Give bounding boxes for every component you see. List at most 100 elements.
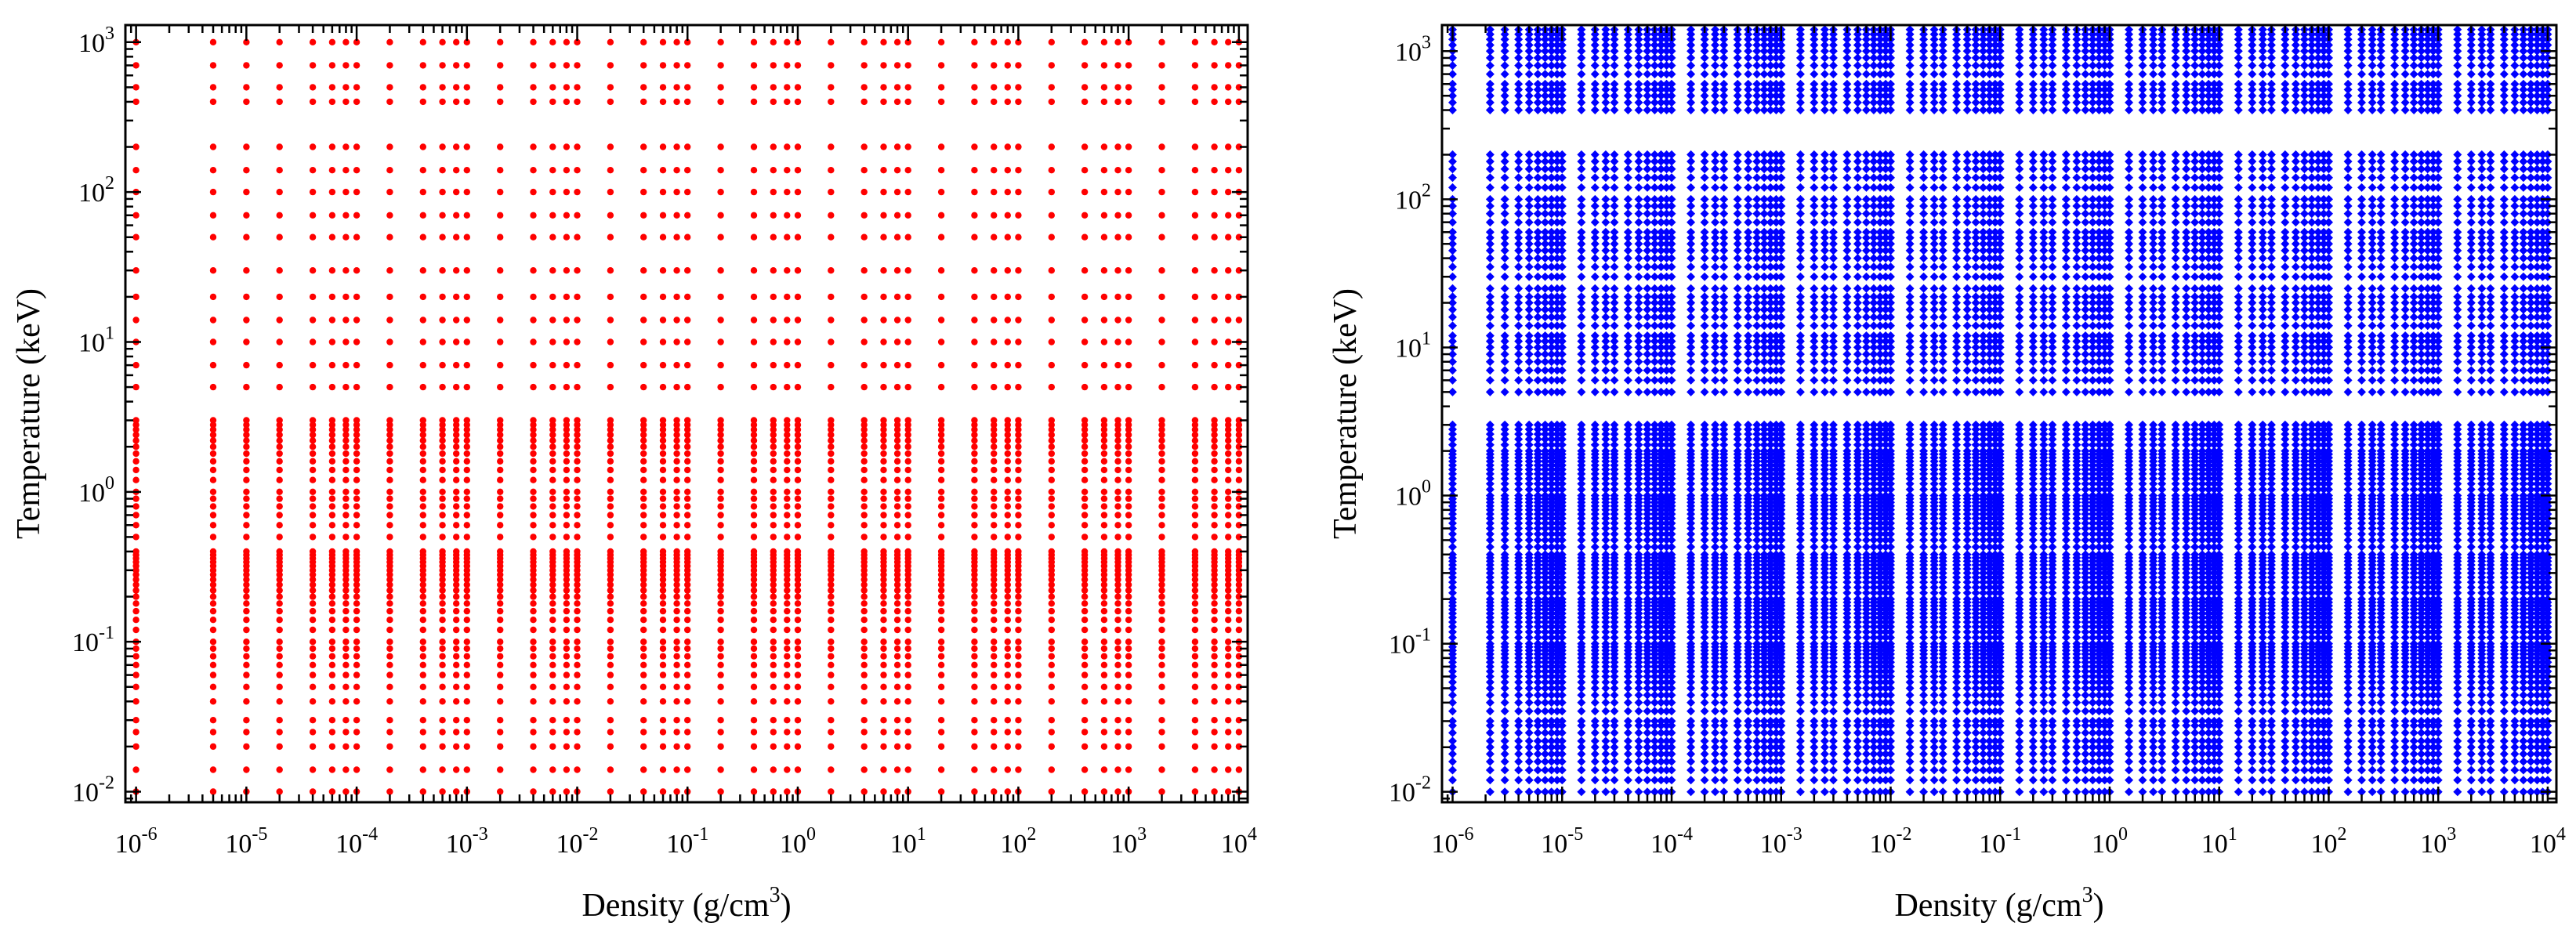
chart1-point (1158, 661, 1165, 668)
chart1-point (659, 534, 667, 541)
chart1-point (1225, 671, 1232, 678)
chart1-point (750, 581, 758, 588)
chart1-point (904, 143, 911, 150)
chart1-point (1015, 512, 1022, 519)
chart1-point (463, 488, 470, 495)
chart1-point (309, 503, 317, 510)
chart2-point (1610, 292, 1619, 302)
chart1-point (640, 338, 647, 345)
chart1-point (1158, 729, 1165, 736)
chart1-point (1211, 98, 1218, 106)
chart1-point (353, 522, 360, 529)
chart2-point (1552, 743, 1562, 752)
chart1-point (309, 534, 317, 541)
chart1-point (880, 587, 887, 594)
chart1-point (937, 98, 945, 106)
chart1-point (328, 421, 336, 429)
chart1-point (828, 431, 835, 439)
chart1-point (684, 293, 691, 301)
chart1-point (937, 683, 945, 690)
chart1-point (209, 417, 217, 424)
chart1-point (574, 600, 581, 607)
chart1-point (673, 98, 680, 106)
chart2-point (1590, 292, 1600, 302)
chart1-point (463, 188, 470, 196)
chart2-point (1541, 233, 1550, 242)
chart2-point (1623, 292, 1632, 302)
chart2-point (1552, 479, 1562, 488)
chart1-point (904, 645, 911, 653)
chart1-point (860, 488, 868, 495)
chart1-point (640, 576, 647, 583)
chart1-point (1048, 167, 1056, 174)
chart1-point (904, 62, 911, 69)
chart2-point (1552, 577, 1562, 587)
chart1-point (794, 576, 802, 583)
chart2-point (1533, 209, 1542, 219)
chart1-point (880, 639, 887, 646)
chart2-point (1514, 233, 1523, 242)
chart1-point (673, 717, 680, 724)
chart1-point (1048, 426, 1056, 433)
chart2-point (1500, 690, 1509, 700)
chart1-point (684, 587, 691, 594)
chart1-point (1004, 293, 1012, 301)
chart1-point (342, 426, 350, 433)
chart2-point (1533, 357, 1542, 367)
chart1-point (419, 98, 426, 106)
chart1-point (717, 788, 724, 795)
chart1-point (563, 671, 571, 678)
chart2-point (1514, 85, 1523, 94)
chart1-point (640, 653, 647, 660)
chart2-point (1541, 150, 1550, 159)
chart2-point (1533, 633, 1542, 642)
chart1-point (276, 383, 283, 391)
chart2-point (1485, 30, 1495, 39)
chart1-point (1114, 495, 1121, 502)
chart1-point (1158, 84, 1165, 91)
chart1-point (1225, 212, 1232, 219)
chart1-point (784, 437, 791, 444)
chart1-point (419, 617, 426, 624)
chart1-point (1225, 62, 1232, 69)
chart1-point (1114, 267, 1121, 274)
chart1-point (1048, 653, 1056, 660)
chart2-point (1448, 469, 1457, 479)
chart2-point (1590, 776, 1600, 785)
chart1-point (386, 431, 393, 439)
chart1-point (1100, 522, 1108, 529)
chart1-point (1191, 212, 1199, 219)
chart1-point (904, 466, 911, 474)
chart2-point (1577, 375, 1586, 385)
chart1-point (549, 645, 556, 653)
chart1-point (1211, 522, 1218, 529)
chart1-point (880, 495, 887, 502)
chart2-point (1643, 707, 1652, 716)
chart2-point (1590, 70, 1600, 79)
chart1-point (971, 62, 978, 69)
chart1-point (419, 458, 426, 465)
chart1-point (1081, 729, 1089, 736)
chart2-point (1623, 79, 1632, 89)
chart1-point (1015, 458, 1022, 465)
chart2-point (1500, 387, 1509, 396)
chart1-point (243, 431, 250, 439)
chart1-point (607, 143, 614, 150)
chart1-point (497, 534, 504, 541)
chart1-point (549, 98, 556, 106)
chart1-point (439, 512, 446, 519)
chart2-point (1577, 757, 1586, 766)
chart1-point (1081, 522, 1089, 529)
chart1-point (717, 466, 724, 474)
chart2-point (1533, 34, 1542, 44)
chart1-point (937, 593, 945, 600)
chart1-point (574, 458, 581, 465)
chart1-point (1048, 233, 1056, 241)
chart1-point (991, 600, 998, 607)
chart1-point (353, 639, 360, 646)
chart1-point (750, 84, 758, 91)
chart1-point (309, 361, 317, 369)
chart1-point (1158, 450, 1165, 458)
chart2-point (1634, 707, 1643, 716)
chart1-point (386, 626, 393, 634)
